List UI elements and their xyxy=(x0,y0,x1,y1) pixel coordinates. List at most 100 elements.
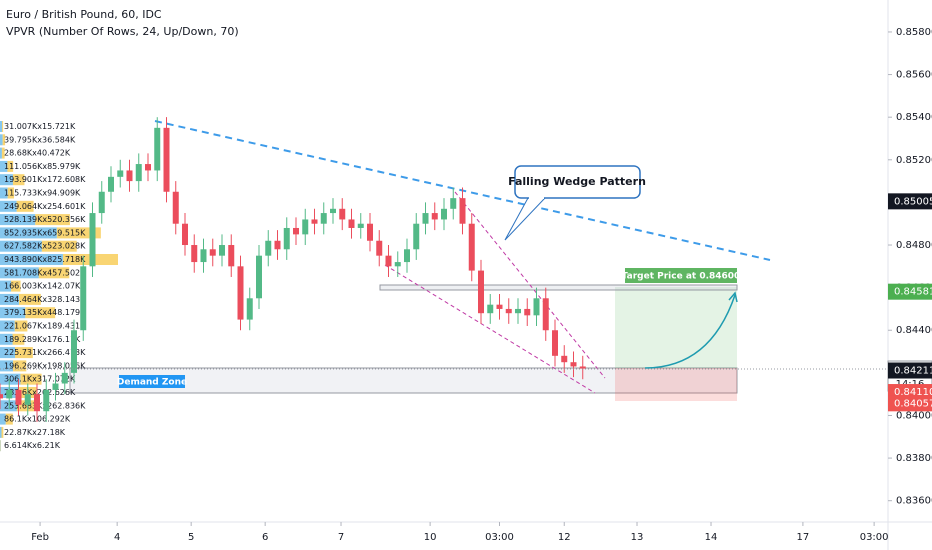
candle-body xyxy=(209,249,216,256)
candle-body xyxy=(34,394,40,412)
indicator-title: VPVR (Number Of Rows, 24, Up/Down, 70) xyxy=(6,25,239,38)
candle-body xyxy=(450,198,457,209)
candle-body xyxy=(542,298,549,331)
candle-body xyxy=(487,304,494,314)
candle-body xyxy=(330,208,336,214)
vpvr-label: 284.464Kx328.143K xyxy=(4,295,86,304)
vpvr-up xyxy=(0,413,6,425)
candle-body xyxy=(191,245,198,263)
candle-body xyxy=(468,223,475,271)
price-marker xyxy=(888,362,932,379)
vpvr-label: 221.067Kx189.431K xyxy=(4,322,86,331)
candle-body xyxy=(579,366,586,369)
vpvr-up xyxy=(0,320,15,332)
candle-body xyxy=(172,191,179,224)
vpvr-up xyxy=(0,121,3,132)
candle-body xyxy=(228,245,235,267)
vpvr-up xyxy=(0,227,57,239)
candle-body xyxy=(163,127,170,192)
vpvr-label: 627.582Kx523.028K xyxy=(4,242,86,251)
vpvr-down xyxy=(1,147,5,159)
vpvr-down xyxy=(20,373,42,385)
candle-body xyxy=(413,223,420,250)
vpvr-up xyxy=(0,347,16,359)
price-marker xyxy=(888,283,932,300)
x-tick-label: 14 xyxy=(705,532,718,543)
candle-body xyxy=(246,298,253,320)
candle-body xyxy=(431,213,438,220)
candle-body xyxy=(293,227,299,235)
resistance-zone xyxy=(379,284,738,291)
candle-body xyxy=(441,208,447,220)
vpvr-down xyxy=(18,293,41,305)
vpvr-label: 189.289Kx176.11K xyxy=(4,335,81,344)
candle-body xyxy=(524,308,531,316)
vpvr-label: 379.135Kx448.179K xyxy=(4,308,86,317)
vpvr-up xyxy=(0,307,26,319)
stop-zone xyxy=(615,368,737,401)
vpvr-down xyxy=(41,240,77,252)
arrow-head xyxy=(728,291,738,303)
vpvr-label: 225.731Kx266.413K xyxy=(4,348,86,357)
vpvr-up xyxy=(0,373,21,385)
vpvr-label: 115.733Kx94.909K xyxy=(4,189,81,198)
candle-body xyxy=(117,170,124,177)
vpvr-up xyxy=(0,293,19,305)
vpvr-up xyxy=(0,426,2,438)
target-label-box xyxy=(625,268,737,283)
candle-body xyxy=(135,164,142,182)
candle-body xyxy=(200,249,207,263)
vpvr-down xyxy=(7,160,14,172)
candle-body xyxy=(385,255,392,267)
chart-title: Euro / British Pound, 60, IDC xyxy=(6,8,162,21)
vpvr-down xyxy=(56,227,101,239)
candle-body xyxy=(422,213,429,224)
price-marker-label: 0.84110 xyxy=(894,387,932,398)
vpvr-label: 6.614Kx6.21K xyxy=(4,441,61,450)
candle-body xyxy=(71,330,77,373)
candle-body xyxy=(61,372,68,384)
vpvr-down xyxy=(12,333,25,345)
candle-body xyxy=(154,127,161,171)
vpvr-label: 39.795Kx36.584K xyxy=(4,135,76,144)
vpvr-down xyxy=(2,134,6,146)
vpvr-up xyxy=(0,134,3,146)
callout-box xyxy=(514,165,641,199)
vpvr-down xyxy=(35,214,70,226)
x-tick-label: 4 xyxy=(114,532,120,543)
candle-body xyxy=(80,266,87,331)
vpvr-up xyxy=(0,147,2,159)
wedge-upper xyxy=(454,191,606,379)
candle-body xyxy=(561,355,568,363)
vpvr-up xyxy=(0,400,17,412)
candle-body xyxy=(283,227,290,250)
price-marker xyxy=(888,193,932,210)
candle-body xyxy=(126,170,133,182)
candle-body xyxy=(108,176,114,192)
vpvr-up xyxy=(0,360,14,372)
vpvr-label: 22.87Kx27.18K xyxy=(4,428,66,437)
candle-body xyxy=(219,245,225,256)
candle-body xyxy=(339,208,346,220)
vpvr-down xyxy=(14,320,28,332)
x-tick-label: 6 xyxy=(262,532,268,543)
candle-body xyxy=(274,240,281,250)
target-label: Target Price at 0.84600 xyxy=(622,272,741,282)
candle-body xyxy=(348,219,355,228)
vpvr-up xyxy=(0,187,8,199)
candle-body xyxy=(478,270,484,314)
vpvr-label: 28.68Kx40.472K xyxy=(4,149,71,158)
vpvr-down xyxy=(1,426,4,438)
vpvr-up xyxy=(0,240,42,252)
candle-body xyxy=(43,389,50,412)
candle-body xyxy=(533,298,540,316)
candle-body xyxy=(459,198,466,224)
x-tick-label: 17 xyxy=(797,532,810,543)
vpvr-label: 528.139Kx520.356K xyxy=(4,215,86,224)
